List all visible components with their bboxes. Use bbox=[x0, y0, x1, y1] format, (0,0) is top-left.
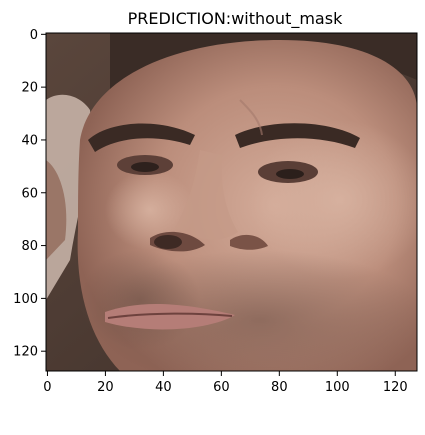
axes-frame bbox=[45, 32, 418, 372]
y-tick-label: 80 bbox=[21, 239, 38, 254]
y-tick-label: 40 bbox=[21, 133, 38, 148]
x-axis: 0 20 40 60 80 100 120 bbox=[43, 371, 408, 395]
chart-title: PREDICTION:without_mask bbox=[128, 9, 343, 29]
y-tick-label: 100 bbox=[13, 292, 38, 307]
y-tick-label: 120 bbox=[13, 345, 38, 360]
x-tick-label: 60 bbox=[213, 380, 230, 395]
y-tick-label: 60 bbox=[21, 186, 38, 201]
x-tick-label: 120 bbox=[383, 380, 408, 395]
x-tick-label: 40 bbox=[155, 380, 172, 395]
x-tick-label: 80 bbox=[271, 380, 288, 395]
y-tick-label: 20 bbox=[21, 81, 38, 96]
x-tick-label: 0 bbox=[43, 380, 51, 395]
y-tick-label: 0 bbox=[30, 28, 38, 43]
x-tick-label: 20 bbox=[97, 380, 114, 395]
x-tick-label: 100 bbox=[325, 380, 350, 395]
y-axis: 0 20 40 60 80 100 120 bbox=[13, 28, 46, 360]
face-image bbox=[46, 33, 417, 371]
